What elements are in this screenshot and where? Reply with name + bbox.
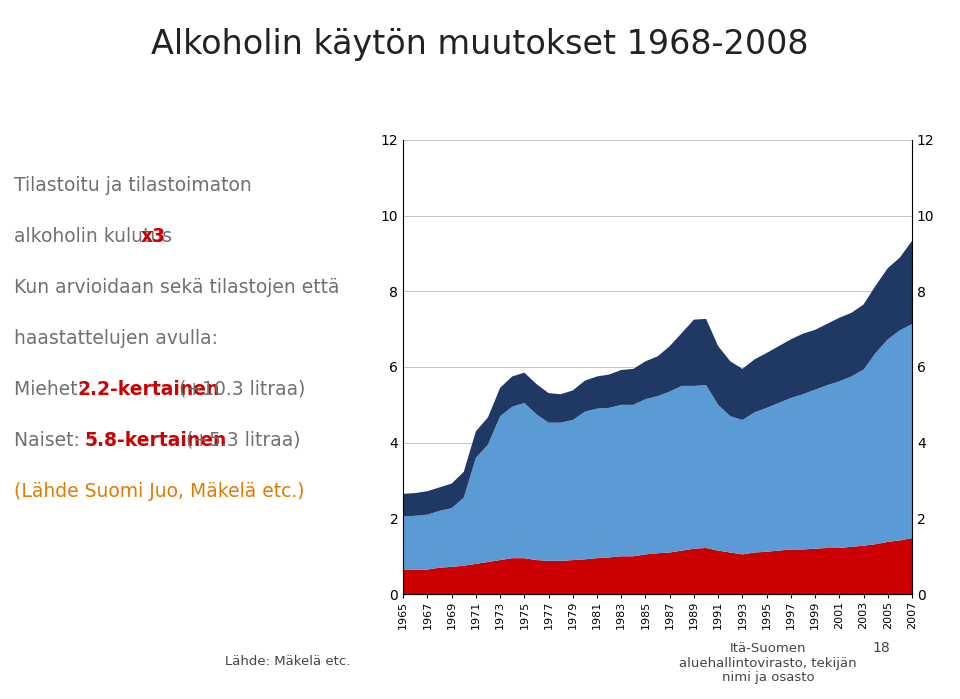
- Text: aluehallintovirasto, tekijän: aluehallintovirasto, tekijän: [679, 656, 857, 670]
- Text: alkoholin kulutus: alkoholin kulutus: [14, 226, 179, 246]
- Text: 5.8-kertainen: 5.8-kertainen: [84, 431, 227, 450]
- Text: Lähde: Mäkelä etc.: Lähde: Mäkelä etc.: [226, 654, 350, 668]
- Text: (Lähde Suomi Juo, Mäkelä etc.): (Lähde Suomi Juo, Mäkelä etc.): [14, 482, 305, 501]
- Text: Kun arvioidaan sekä tilastojen että: Kun arvioidaan sekä tilastojen että: [14, 278, 340, 297]
- Text: Miehet:: Miehet:: [14, 380, 96, 399]
- Text: haastattelujen avulla:: haastattelujen avulla:: [14, 329, 219, 348]
- Text: Tilastoitu ja tilastoimaton: Tilastoitu ja tilastoimaton: [14, 175, 252, 195]
- Text: Alkoholin käytön muutokset 1968-2008: Alkoholin käytön muutokset 1968-2008: [152, 28, 808, 61]
- Text: nimi ja osasto: nimi ja osasto: [722, 671, 814, 684]
- Text: 18: 18: [873, 641, 890, 655]
- Text: (+10.3 litraa): (+10.3 litraa): [173, 380, 305, 399]
- Text: (+5.3 litraa): (+5.3 litraa): [180, 431, 300, 450]
- Text: 2.2-kertainen: 2.2-kertainen: [78, 380, 220, 399]
- Text: x3: x3: [140, 226, 166, 246]
- Text: Naiset:: Naiset:: [14, 431, 98, 450]
- Text: Itä-Suomen: Itä-Suomen: [730, 642, 806, 655]
